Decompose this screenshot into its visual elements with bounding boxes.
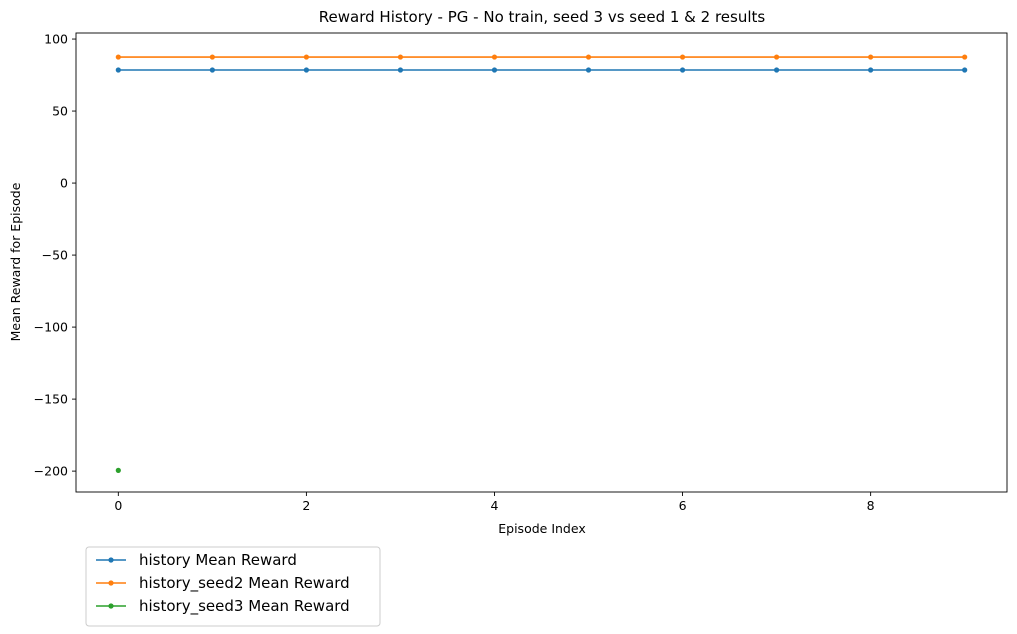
chart-title: Reward History - PG - No train, seed 3 v… — [319, 8, 766, 26]
x-tick-label: 6 — [679, 498, 687, 513]
data-point — [397, 54, 404, 60]
legend-marker — [108, 603, 114, 609]
legend-box — [85, 546, 381, 627]
x-axis-label: Episode Index — [498, 521, 585, 536]
x-tick-label: 8 — [867, 498, 875, 513]
data-point — [115, 54, 121, 60]
data-point — [397, 67, 404, 73]
legend-item: history Mean Reward — [96, 551, 297, 569]
data-point — [679, 67, 686, 73]
series-1 — [115, 67, 968, 73]
data-point — [774, 67, 780, 73]
series-3 — [115, 467, 121, 473]
legend-label: history_seed2 Mean Reward — [139, 574, 350, 593]
y-tick-label: 0 — [60, 176, 68, 191]
data-point — [209, 54, 215, 60]
y-tick-label: −150 — [34, 392, 68, 407]
x-tick-label: 0 — [114, 498, 122, 513]
data-point — [209, 67, 215, 73]
legend: history Mean Reward history_seed2 Mean Re… — [85, 546, 381, 627]
y-axis-label: Mean Reward for Episode — [8, 182, 23, 341]
data-point — [303, 67, 309, 73]
data-point — [585, 67, 592, 73]
data-point — [868, 67, 874, 73]
plot-area — [75, 32, 1008, 493]
data-point — [679, 54, 686, 60]
y-tick-label: 100 — [44, 32, 68, 47]
x-axis-ticks: 0 2 4 6 8 — [114, 492, 875, 513]
y-tick-label: −50 — [42, 248, 68, 263]
y-tick-label: 50 — [52, 104, 68, 119]
legend-marker — [108, 580, 114, 586]
data-point — [115, 67, 121, 73]
legend-marker — [108, 557, 114, 563]
legend-item: history_seed2 Mean Reward — [96, 574, 350, 593]
data-point — [962, 67, 968, 73]
data-point — [962, 54, 968, 60]
data-point — [491, 54, 498, 60]
y-axis-ticks: 100 50 0 −50 −100 −150 −200 — [34, 32, 76, 479]
x-tick-label: 2 — [302, 498, 310, 513]
y-tick-label: −100 — [34, 320, 68, 335]
data-point — [115, 467, 121, 473]
x-tick-label: 4 — [491, 498, 499, 513]
axes-frame — [75, 32, 1008, 493]
legend-label: history Mean Reward — [139, 551, 297, 569]
data-point — [303, 54, 309, 60]
data-point — [868, 54, 874, 60]
data-point — [491, 67, 498, 73]
data-point — [585, 54, 592, 60]
y-tick-label: −200 — [34, 464, 68, 479]
data-point — [774, 54, 780, 60]
legend-item: history_seed3 Mean Reward — [96, 597, 350, 616]
legend-label: history_seed3 Mean Reward — [139, 597, 350, 616]
series-2 — [115, 54, 968, 60]
